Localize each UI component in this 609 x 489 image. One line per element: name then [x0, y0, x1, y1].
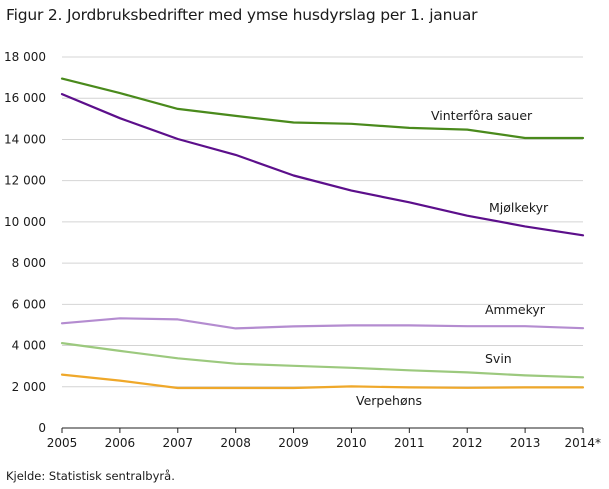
x-tick-label: 2010: [336, 436, 367, 450]
x-axis-ticks: 2005 2006 2007 2008 2009 2010 2011 2012 2013 2014…: [47, 428, 601, 450]
source-note: Kjelde: Statistisk sentralbyrå.: [6, 469, 175, 483]
x-tick-label: 2009: [278, 436, 309, 450]
y-tick-label: 6 000: [12, 297, 46, 311]
x-tick-label: 2005: [47, 436, 78, 450]
series-line: [60, 92, 585, 237]
series-labels: Vinterfôra sauer Mjølkekyr Ammekyr Svin Verp…: [356, 108, 549, 408]
series-label: Verpehøns: [356, 393, 422, 408]
x-tick-label: 2013: [510, 436, 541, 450]
y-tick-label: 12 000: [4, 174, 46, 188]
series-line: [60, 342, 585, 379]
series-lines: [60, 77, 585, 390]
x-tick-label: 2014*: [564, 436, 601, 450]
y-tick-label: 14 000: [4, 132, 46, 146]
series-label: Ammekyr: [485, 302, 546, 317]
x-tick-label: 2006: [105, 436, 136, 450]
y-axis-ticks: 0 2 000 4 000 6 000 8 000 10 000 12 000 14 000 1…: [4, 50, 46, 435]
x-tick-label: 2011: [394, 436, 425, 450]
x-tick-label: 2007: [163, 436, 194, 450]
y-tick-label: 4 000: [12, 339, 46, 353]
series-label: Vinterfôra sauer: [431, 108, 533, 123]
chart-title: Figur 2. Jordbruksbedrifter med ymse hus…: [6, 6, 478, 24]
y-tick-label: 16 000: [4, 91, 46, 105]
y-tick-label: 18 000: [4, 50, 46, 64]
series-line: [60, 77, 585, 140]
series-line: [60, 317, 585, 330]
series-label: Mjølkekyr: [489, 200, 549, 215]
y-tick-label: 10 000: [4, 215, 46, 229]
series-label: Svin: [485, 351, 512, 366]
x-tick-label: 2008: [220, 436, 251, 450]
series-line: [60, 373, 585, 390]
y-tick-label: 2 000: [12, 380, 46, 394]
y-tick-label: 8 000: [12, 256, 46, 270]
y-tick-label: 0: [38, 421, 46, 435]
x-tick-label: 2012: [452, 436, 483, 450]
